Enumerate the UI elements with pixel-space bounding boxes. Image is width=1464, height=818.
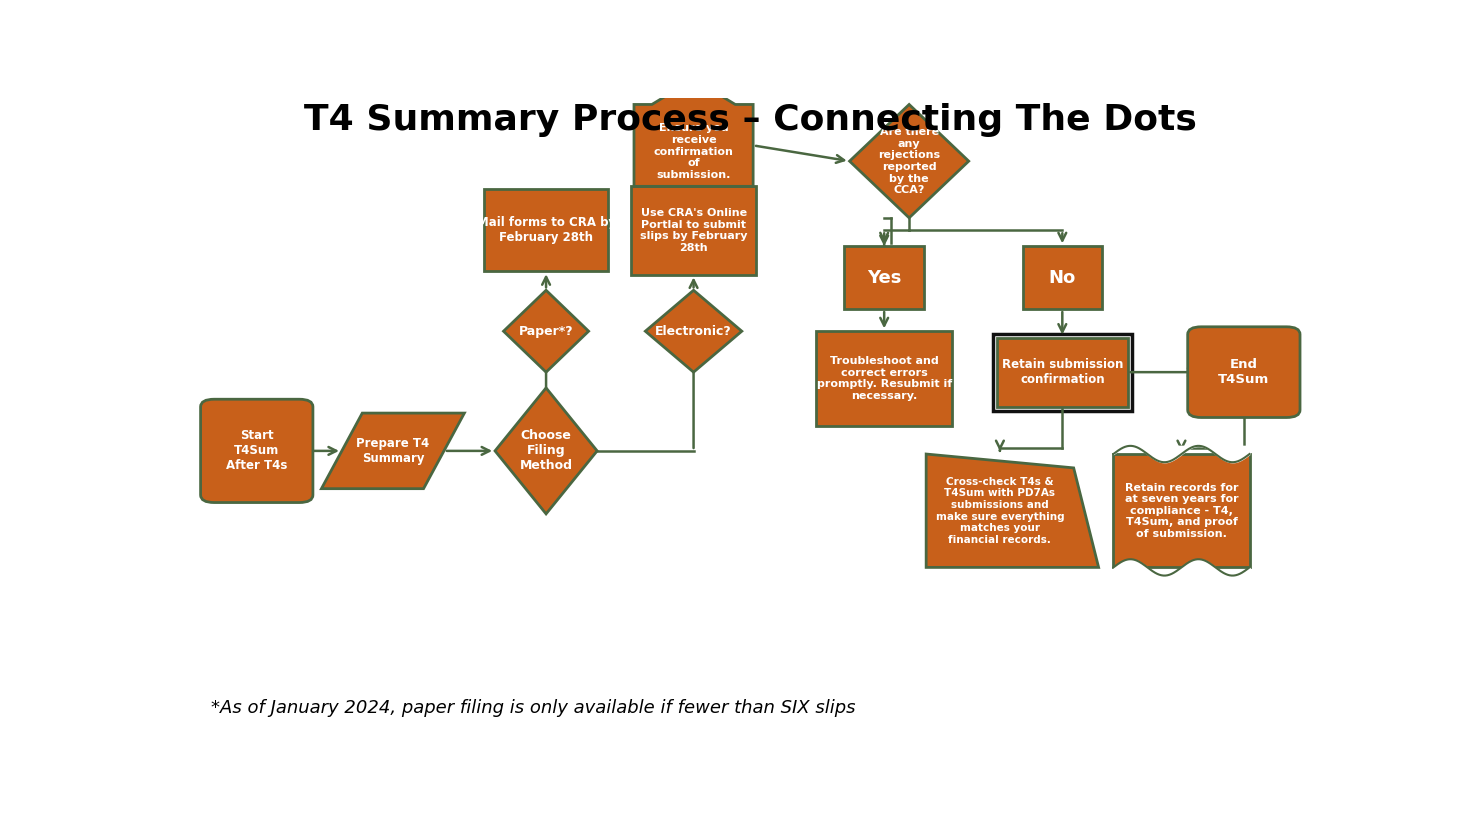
Text: Prepare T4
Summary: Prepare T4 Summary (356, 437, 429, 465)
Polygon shape (927, 454, 1098, 568)
Polygon shape (634, 79, 752, 187)
Polygon shape (322, 413, 464, 488)
Text: Yes: Yes (867, 268, 902, 286)
Text: Paper*?: Paper*? (518, 325, 574, 338)
Text: Retain records for
at seven years for
compliance - T4,
T4Sum, and proof
of submi: Retain records for at seven years for co… (1124, 483, 1239, 539)
Text: Ensure you
receive
confirmation
of
submission.: Ensure you receive confirmation of submi… (653, 124, 733, 180)
Polygon shape (631, 187, 755, 275)
Text: Retain submission
confirmation: Retain submission confirmation (1001, 358, 1123, 386)
Text: Start
T4Sum
After T4s: Start T4Sum After T4s (225, 429, 287, 472)
Text: *As of January 2024, paper filing is only available if fewer than SIX slips: *As of January 2024, paper filing is onl… (211, 699, 856, 717)
Text: Cross-check T4s &
T4Sum with PD7As
submissions and
make sure everything
matches : Cross-check T4s & T4Sum with PD7As submi… (935, 477, 1064, 545)
Text: Troubleshoot and
correct errors
promptly. Resubmit if
necessary.: Troubleshoot and correct errors promptly… (817, 356, 952, 401)
Polygon shape (646, 290, 742, 372)
Text: Choose
Filing
Method: Choose Filing Method (520, 429, 572, 472)
Text: No: No (1048, 268, 1076, 286)
Text: End
T4Sum: End T4Sum (1218, 358, 1269, 386)
Polygon shape (997, 338, 1127, 407)
Polygon shape (1114, 454, 1250, 568)
Text: Mail forms to CRA by
February 28th: Mail forms to CRA by February 28th (476, 217, 616, 245)
Text: Use CRA's Online
Portlal to submit
slips by February
28th: Use CRA's Online Portlal to submit slips… (640, 208, 747, 253)
Polygon shape (483, 190, 609, 272)
Polygon shape (849, 105, 969, 218)
Text: Electronic?: Electronic? (656, 325, 732, 338)
FancyBboxPatch shape (1187, 327, 1300, 417)
Polygon shape (504, 290, 589, 372)
Polygon shape (815, 331, 952, 425)
Polygon shape (1022, 246, 1102, 309)
Polygon shape (495, 388, 597, 514)
FancyBboxPatch shape (201, 399, 313, 502)
Text: T4 Summary Process – Connecting The Dots: T4 Summary Process – Connecting The Dots (305, 103, 1196, 137)
Text: Are there
any
rejections
reported
by the
CCA?: Are there any rejections reported by the… (878, 127, 940, 196)
Polygon shape (845, 246, 924, 309)
